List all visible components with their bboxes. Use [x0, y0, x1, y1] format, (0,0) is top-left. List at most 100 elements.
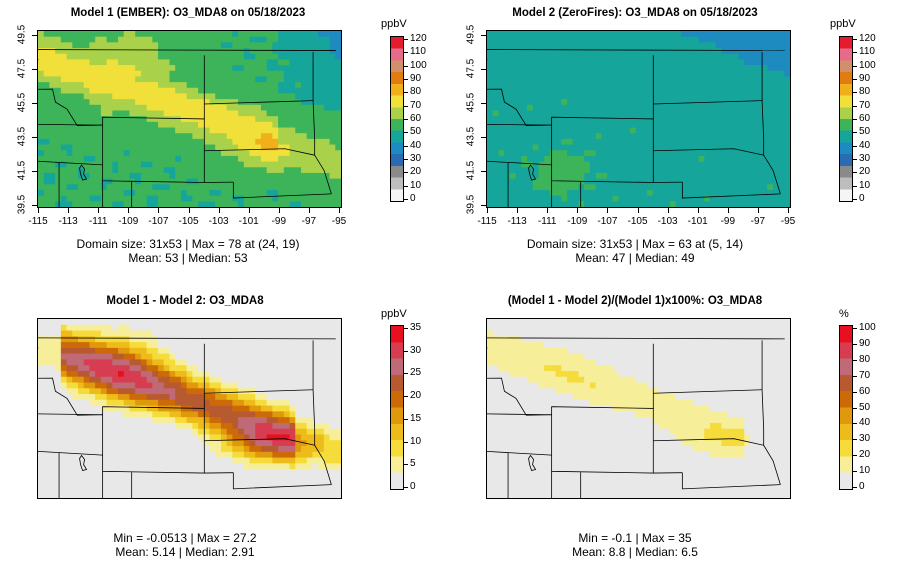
x-tick-label: -109: [118, 216, 139, 227]
y-tick-label: 43.5: [465, 126, 477, 147]
scale-tick-mark: [853, 471, 857, 473]
state-boundary: [312, 51, 332, 195]
x-tick-mark: [218, 208, 220, 213]
scale-tick-label: 30: [859, 433, 871, 445]
scale-tick-label: 80: [859, 353, 871, 365]
scale-tick-mark: [404, 396, 408, 398]
x-tick-mark: [697, 208, 699, 213]
state-boundary: [38, 160, 103, 166]
panel-title: (Model 1 - Model 2)/(Model 1)x100%: O3_M…: [507, 295, 763, 307]
state-boundary: [38, 377, 103, 416]
scale-tick-mark: [404, 105, 408, 107]
state-boundary: [204, 148, 315, 156]
state-boundary: [653, 389, 763, 394]
scale-tick-mark: [404, 159, 408, 160]
scale-tick-mark: [404, 39, 408, 40]
x-tick-mark: [188, 208, 190, 213]
state-boundary: [551, 408, 654, 474]
scale-tick-mark: [853, 105, 857, 107]
x-tick-mark: [339, 208, 340, 213]
scale-tick-mark: [853, 39, 857, 40]
color-scale-title: ppbV: [381, 308, 407, 320]
scale-tick-mark: [404, 119, 408, 120]
y-tick-mark: [481, 205, 486, 206]
scale-tick-label: 120: [859, 33, 876, 44]
concentration-field: [38, 31, 341, 207]
scale-tick-label: 10: [410, 179, 422, 191]
state-boundary: [232, 182, 332, 199]
scale-tick-label: 0: [859, 193, 865, 204]
color-scale-bar: [390, 36, 404, 202]
x-tick-label: -97: [301, 216, 317, 227]
mean-median-stats: Mean: 53 | Median: 53: [128, 251, 248, 265]
x-tick-label: -109: [567, 216, 588, 227]
scale-tick-label: 60: [859, 385, 871, 397]
y-tick-mark: [32, 137, 37, 138]
scale-tick-label: 80: [410, 86, 422, 98]
x-tick-label: -103: [208, 216, 229, 227]
y-tick-mark: [32, 205, 37, 206]
scale-tick-mark: [853, 145, 857, 147]
scale-tick-label: 20: [410, 166, 422, 178]
scale-tick-label: 20: [410, 390, 422, 402]
scale-tick-label: 20: [859, 166, 871, 178]
x-tick-mark: [667, 208, 669, 213]
scale-tick-mark: [853, 79, 857, 80]
scale-tick-mark: [404, 172, 408, 174]
scale-tick-mark: [853, 159, 857, 160]
state-boundary: [38, 343, 205, 416]
state-boundary: [487, 451, 552, 456]
x-tick-label: -113: [58, 216, 78, 227]
state-boundary: [38, 88, 103, 126]
scale-tick-label: 110: [410, 46, 426, 58]
scale-tick-label: 60: [859, 113, 871, 124]
state-boundary: [487, 160, 552, 166]
scale-tick-label: 30: [859, 153, 871, 164]
scale-tick-label: 60: [410, 113, 422, 124]
scale-tick-mark: [853, 487, 857, 488]
scale-tick-mark: [404, 487, 408, 488]
x-tick-label: -101: [687, 216, 708, 227]
scale-tick-label: 50: [859, 401, 871, 413]
x-tick-label: -115: [477, 216, 497, 227]
state-boundary: [312, 340, 332, 485]
x-tick-mark: [128, 208, 130, 213]
scale-tick-mark: [853, 407, 857, 409]
x-tick-label: -105: [178, 216, 199, 227]
scale-tick-mark: [853, 423, 857, 425]
scale-tick-label: 0: [859, 481, 865, 492]
scale-tick-label: 70: [859, 369, 871, 381]
y-tick-label: 45.5: [465, 92, 477, 113]
map-plot-area: [37, 30, 342, 208]
scale-tick-label: 0: [410, 481, 416, 492]
state-boundary: [487, 377, 552, 416]
scale-tick-mark: [404, 328, 408, 329]
x-tick-label: -115: [28, 216, 48, 227]
y-tick-label: 43.5: [16, 126, 28, 147]
x-tick-mark: [278, 208, 280, 213]
scale-tick-label: 70: [859, 99, 871, 111]
scale-tick-mark: [853, 359, 857, 361]
scale-tick-mark: [404, 132, 408, 134]
scale-tick-mark: [853, 52, 857, 54]
y-tick-label: 39.5: [465, 194, 477, 215]
scale-tick-mark: [853, 375, 857, 377]
map-plot-area: [37, 318, 342, 499]
y-tick-label: 47.5: [465, 58, 477, 79]
state-boundary: [487, 49, 785, 51]
scale-tick-mark: [404, 373, 408, 375]
x-tick-label: -99: [271, 216, 287, 227]
scale-tick-label: 90: [859, 337, 871, 349]
scale-tick-mark: [404, 199, 408, 200]
color-scale-bar: [839, 36, 853, 202]
x-tick-mark: [517, 208, 519, 213]
scale-tick-mark: [404, 79, 408, 80]
scale-tick-mark: [404, 52, 408, 54]
scale-tick-label: 70: [410, 99, 422, 111]
x-tick-label: -107: [597, 216, 618, 227]
scale-tick-mark: [853, 65, 857, 67]
scale-tick-label: 80: [859, 86, 871, 98]
scale-tick-mark: [404, 145, 408, 147]
mean-median-stats: Mean: 8.8 | Median: 6.5: [572, 545, 698, 559]
state-boundary: [232, 472, 332, 490]
